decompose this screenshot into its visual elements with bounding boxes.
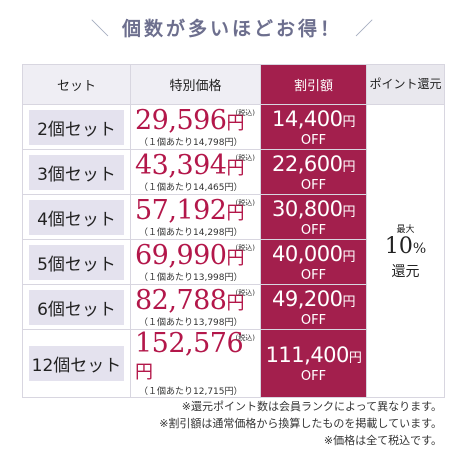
- discount-off: OFF: [300, 369, 327, 384]
- header-price: 特別価格: [130, 64, 261, 105]
- discount-value: 40,000: [272, 241, 343, 266]
- tax-note: (税込): [235, 289, 255, 297]
- price-yen: 円: [226, 247, 245, 269]
- price-yen: 円: [135, 362, 153, 383]
- table-row: 4個セット (税込) 57,192円 （１個あたり14,298円） 30,800…: [22, 194, 445, 240]
- footnote: ※還元ポイント数は会員ランクによって異なります。: [181, 400, 442, 413]
- discount-yen: 円: [342, 204, 355, 220]
- discount-value: 22,600: [272, 151, 343, 176]
- table-row: 6個セット (税込) 82,788円 （１個あたり13,798円） 49,200…: [22, 284, 445, 330]
- tax-note: (税込): [235, 199, 255, 207]
- discount-yen: 円: [342, 294, 355, 310]
- price-yen: 円: [226, 202, 245, 224]
- header-row: セット 特別価格 割引額 ポイント還元: [22, 64, 445, 105]
- discount-off: OFF: [300, 267, 327, 283]
- points-cell: 最大 10% 還元: [366, 104, 445, 398]
- price-value: 57,192: [135, 194, 227, 226]
- header-set: セット: [22, 64, 131, 105]
- price-table: セット 特別価格 割引額 ポイント還元 2個セット (税込) 29,596円 （…: [22, 64, 445, 398]
- per-unit-price: （１個あたり14,798円）: [139, 137, 243, 148]
- set-label: 3個セット: [29, 154, 124, 190]
- footnote: ※割引額は通常価格から換算したものを掲載しています。: [159, 417, 442, 430]
- price-yen: 円: [226, 112, 245, 134]
- per-unit-price: （１個あたり12,715円）: [139, 387, 243, 397]
- tax-note: (税込): [235, 109, 255, 117]
- discount-value: 111,400: [265, 343, 350, 367]
- discount-yen: 円: [348, 351, 362, 366]
- discount-off: OFF: [300, 177, 327, 193]
- table-row: 12個セット (税込) 152,576 円 （１個あたり12,715円） 111,…: [22, 328, 445, 398]
- discount-yen: 円: [342, 159, 355, 175]
- header-points: ポイント還元: [366, 64, 445, 105]
- points-label: 還元: [391, 263, 420, 280]
- per-unit-price: （１個あたり13,998円）: [139, 272, 243, 283]
- points-percent: %: [412, 240, 427, 257]
- left-slash-decoration: ＼: [90, 18, 109, 40]
- set-label: 4個セット: [29, 199, 124, 235]
- set-label: 2個セット: [29, 109, 124, 145]
- set-label: 12個セット: [29, 346, 124, 381]
- discount-value: 30,800: [272, 196, 343, 221]
- table-row: 2個セット (税込) 29,596円 （１個あたり14,798円） 14,400…: [22, 104, 445, 398]
- right-slash-decoration: ／: [355, 18, 374, 40]
- set-label: 5個セット: [29, 244, 124, 280]
- points-value: 10: [384, 233, 413, 259]
- set-label: 6個セット: [29, 289, 124, 325]
- per-unit-price: （１個あたり14,465円）: [139, 182, 243, 193]
- discount-off: OFF: [300, 132, 327, 148]
- tax-note: (税込): [235, 244, 255, 252]
- table-row: 3個セット (税込) 43,394円 （１個あたり14,465円） 22,600…: [22, 149, 445, 195]
- price-yen: 円: [226, 292, 245, 314]
- price-value: 43,394: [135, 149, 227, 181]
- price-value: 82,788: [135, 284, 227, 316]
- header-discount: 割引額: [260, 64, 367, 105]
- per-unit-price: （１個あたり14,298円）: [139, 227, 243, 238]
- table-row: 5個セット (税込) 69,990円 （１個あたり13,998円） 40,000…: [22, 239, 445, 285]
- section-title: ＼ 個数が多いほどお得！ ／: [0, 14, 464, 54]
- discount-off: OFF: [300, 312, 327, 328]
- discount-yen: 円: [342, 249, 355, 265]
- tax-note: (税込): [235, 154, 255, 162]
- price-value: 29,596: [135, 104, 227, 136]
- discount-off: OFF: [300, 222, 327, 238]
- footnotes: ※還元ポイント数は会員ランクによって異なります。 ※割引額は通常価格から換算した…: [159, 398, 442, 449]
- price-value: 69,990: [135, 239, 227, 271]
- per-unit-price: （１個あたり13,798円）: [139, 317, 243, 328]
- discount-yen: 円: [342, 114, 355, 130]
- discount-value: 14,400: [272, 106, 343, 131]
- price-yen: 円: [226, 157, 245, 179]
- tax-note: (税込): [235, 334, 255, 342]
- discount-value: 49,200: [272, 286, 343, 311]
- price-value: 152,576: [135, 328, 244, 359]
- points-max-label: 最大: [396, 224, 415, 235]
- title-text: 個数が多いほどお得！: [121, 18, 342, 40]
- footnote: ※価格は全て税込です。: [323, 434, 442, 447]
